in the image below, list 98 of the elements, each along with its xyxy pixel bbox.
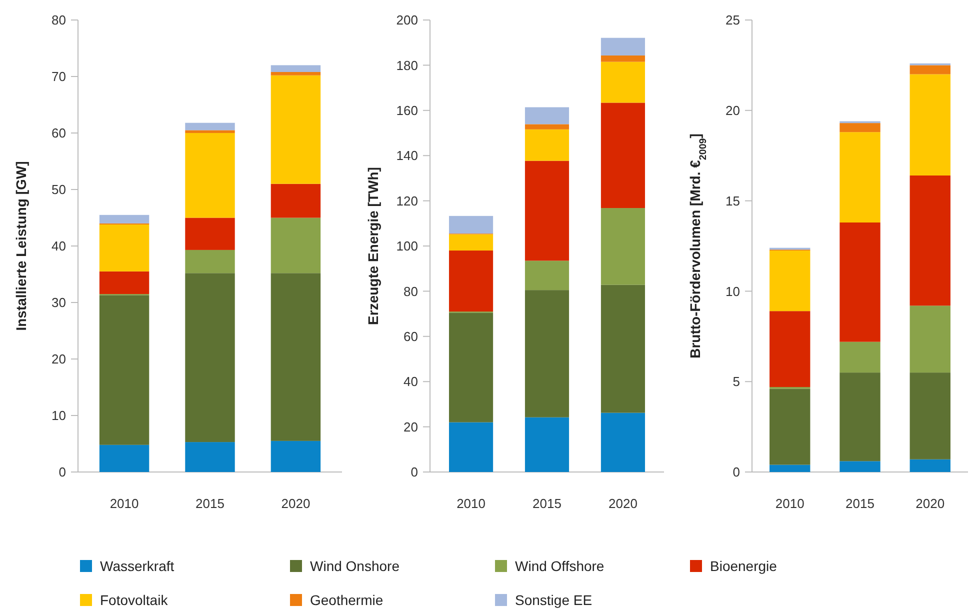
bar (840, 222, 880, 342)
y-tick-label: 70 (52, 69, 66, 84)
bar (185, 250, 235, 274)
y-tick-label: 0 (58, 464, 66, 480)
x-tick-label: 2015 (196, 496, 224, 511)
bar (270, 75, 321, 184)
y-tick-label: 160 (396, 102, 418, 118)
bar (840, 342, 880, 373)
bar (524, 290, 570, 418)
y-tick-label: 10 (52, 408, 66, 424)
bar (524, 160, 570, 261)
bar (185, 133, 235, 218)
y-tick-label: 80 (404, 284, 418, 299)
y-tick-label: 25 (726, 12, 740, 28)
bar (840, 123, 880, 132)
y-tick-label: 5 (732, 374, 740, 390)
bar (99, 214, 150, 224)
bar (600, 412, 646, 472)
y-tick-label: 40 (52, 238, 66, 254)
bar (270, 440, 321, 472)
bar (524, 129, 570, 161)
y-tick-label: 100 (396, 238, 418, 254)
bar (185, 130, 235, 133)
y-tick-label: 20 (404, 419, 418, 434)
legend-label: Geothermie (310, 592, 384, 608)
bar (840, 132, 880, 222)
y-tick-label: 20 (726, 102, 740, 118)
bar (770, 250, 810, 312)
legend-label: Bioenergie (710, 558, 778, 574)
y-tick-label: 30 (52, 295, 66, 310)
x-tick-label: 2010 (456, 496, 486, 511)
bar (600, 284, 646, 413)
bar (840, 372, 880, 462)
bar (99, 295, 150, 445)
y-tick-label: 20 (52, 352, 66, 367)
bar (99, 224, 150, 272)
y-axis-title: Erzeugte Energie [TWh] (365, 167, 381, 325)
bar (910, 175, 950, 306)
legend-label: Wind Offshore (515, 558, 604, 574)
y-tick-label: 140 (396, 148, 418, 164)
y-axis-title: Installierte Leistung [GW] (13, 161, 29, 331)
legend-label: Wasserkraft (100, 558, 174, 574)
x-tick-label: 2010 (110, 496, 139, 511)
x-tick-label: 2015 (846, 496, 874, 511)
bar (910, 459, 950, 472)
bar (600, 62, 646, 103)
bar (448, 234, 494, 251)
bar (448, 422, 494, 472)
bar (270, 273, 321, 441)
bar (770, 311, 810, 388)
bar (770, 464, 810, 472)
y-tick-label: 80 (52, 12, 66, 28)
y-tick-label: 0 (732, 464, 740, 480)
bar (600, 55, 646, 62)
bar (448, 250, 494, 312)
bar (270, 218, 321, 274)
y-tick-label: 60 (404, 328, 418, 344)
legend-label: Sonstige EE (515, 592, 592, 608)
bar (910, 74, 950, 176)
bar (600, 38, 646, 56)
bar (270, 65, 321, 72)
y-tick-label: 180 (396, 58, 418, 73)
bar (910, 65, 950, 74)
x-tick-label: 2015 (532, 496, 562, 511)
y-tick-label: 60 (52, 126, 66, 141)
bar (185, 273, 235, 442)
y-tick-label: 0 (410, 464, 418, 480)
bar (185, 218, 235, 250)
x-tick-label: 2020 (281, 496, 310, 511)
y-tick-label: 200 (396, 12, 418, 28)
bar (524, 107, 570, 124)
y-tick-label: 120 (396, 193, 418, 208)
bar (448, 312, 494, 422)
y-tick-label: 50 (52, 182, 66, 198)
bar (270, 72, 321, 76)
bar (770, 388, 810, 465)
bar (524, 124, 570, 130)
bar (524, 260, 570, 290)
legend-label: Fotovoltaik (100, 592, 169, 608)
bar (910, 306, 950, 373)
x-tick-label: 2010 (775, 496, 804, 511)
bar (840, 461, 880, 472)
x-tick-label: 2020 (608, 496, 638, 511)
bar (185, 442, 235, 472)
bar (600, 208, 646, 285)
y-tick-label: 40 (404, 374, 418, 390)
bar (99, 271, 150, 294)
bar (600, 102, 646, 208)
y-tick-label: 15 (726, 193, 740, 208)
bar (270, 184, 321, 218)
y-tick-label: 10 (726, 284, 740, 299)
legend-label: Wind Onshore (310, 558, 400, 574)
x-tick-label: 2020 (916, 496, 945, 511)
bar (99, 444, 150, 472)
bar (448, 216, 494, 234)
bar (524, 417, 570, 472)
bar (910, 372, 950, 460)
bar (185, 122, 235, 130)
